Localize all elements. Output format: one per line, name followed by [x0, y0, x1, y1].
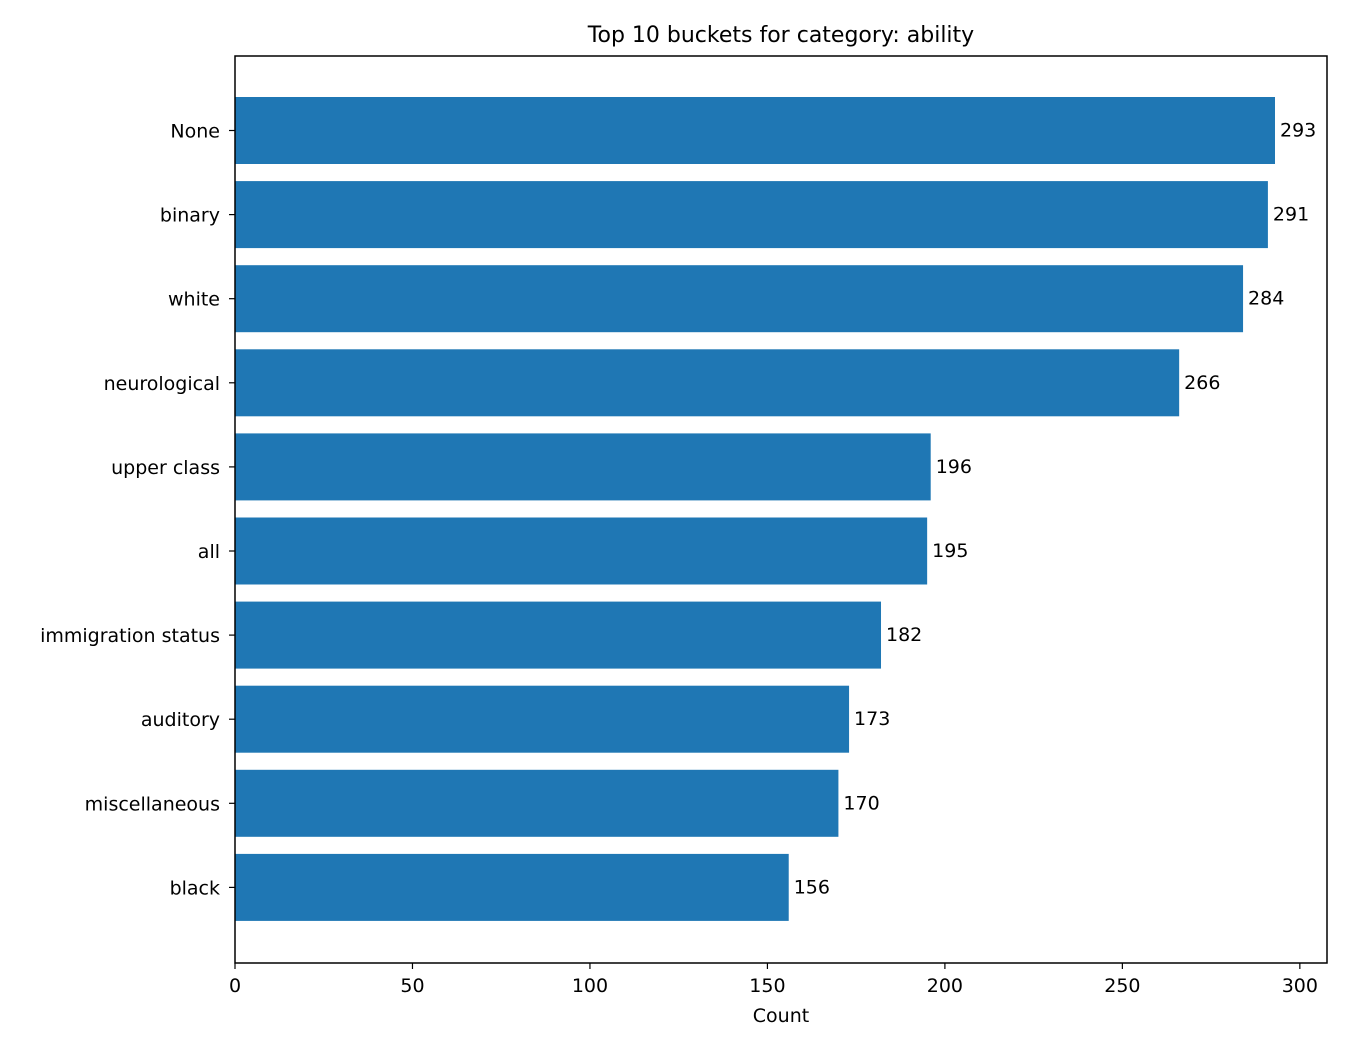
bar-value-label: 170	[843, 792, 879, 814]
y-tick-label: binary	[160, 205, 220, 227]
x-tick-label: 150	[749, 975, 785, 997]
bar	[235, 433, 931, 501]
bar-value-label: 182	[886, 624, 922, 646]
y-tick-labels: None binary white neurological upper class al…	[40, 121, 235, 899]
bar	[235, 349, 1180, 417]
bar-value-label: 173	[854, 708, 890, 730]
bar	[235, 517, 928, 585]
y-tick-label: neurological	[104, 373, 220, 395]
x-axis-label: Count	[753, 1005, 809, 1027]
bar-value-label: 293	[1280, 120, 1316, 142]
x-tick-label: 300	[1282, 975, 1318, 997]
y-tick-label: immigration status	[40, 625, 220, 647]
bar	[235, 769, 839, 837]
y-tick-label: None	[170, 121, 220, 143]
bar	[235, 601, 882, 669]
bar	[235, 685, 850, 753]
y-tick-label: miscellaneous	[85, 793, 220, 815]
bar	[235, 265, 1244, 333]
y-tick-label: all	[198, 541, 220, 563]
y-tick-label: upper class	[111, 457, 220, 479]
bar-value-label: 284	[1248, 288, 1284, 310]
y-tick-label: auditory	[141, 709, 220, 731]
chart-title: Top 10 buckets for category: ability	[587, 23, 974, 48]
x-tick-label: 250	[1104, 975, 1140, 997]
y-tick-label: black	[170, 877, 220, 899]
bar	[235, 853, 789, 921]
x-tick-label: 0	[229, 975, 241, 997]
bar-value-label: 196	[936, 456, 972, 478]
bar	[235, 181, 1268, 249]
x-tick-label: 50	[400, 975, 424, 997]
bar-value-label: 291	[1273, 204, 1309, 226]
x-tick-label: 100	[572, 975, 608, 997]
bars-group: 293 291 284 266 196 195 182 173 170 156	[235, 97, 1316, 921]
bar-value-label: 156	[794, 876, 830, 898]
x-tick-label: 200	[927, 975, 963, 997]
x-axis-ticks: 0 50 100 150 200 250 300	[229, 963, 1318, 997]
bar	[235, 97, 1275, 164]
bar-value-label: 195	[932, 540, 968, 562]
y-tick-label: white	[168, 289, 220, 311]
plot-frame	[234, 55, 1328, 964]
bar-value-label: 266	[1184, 372, 1220, 394]
